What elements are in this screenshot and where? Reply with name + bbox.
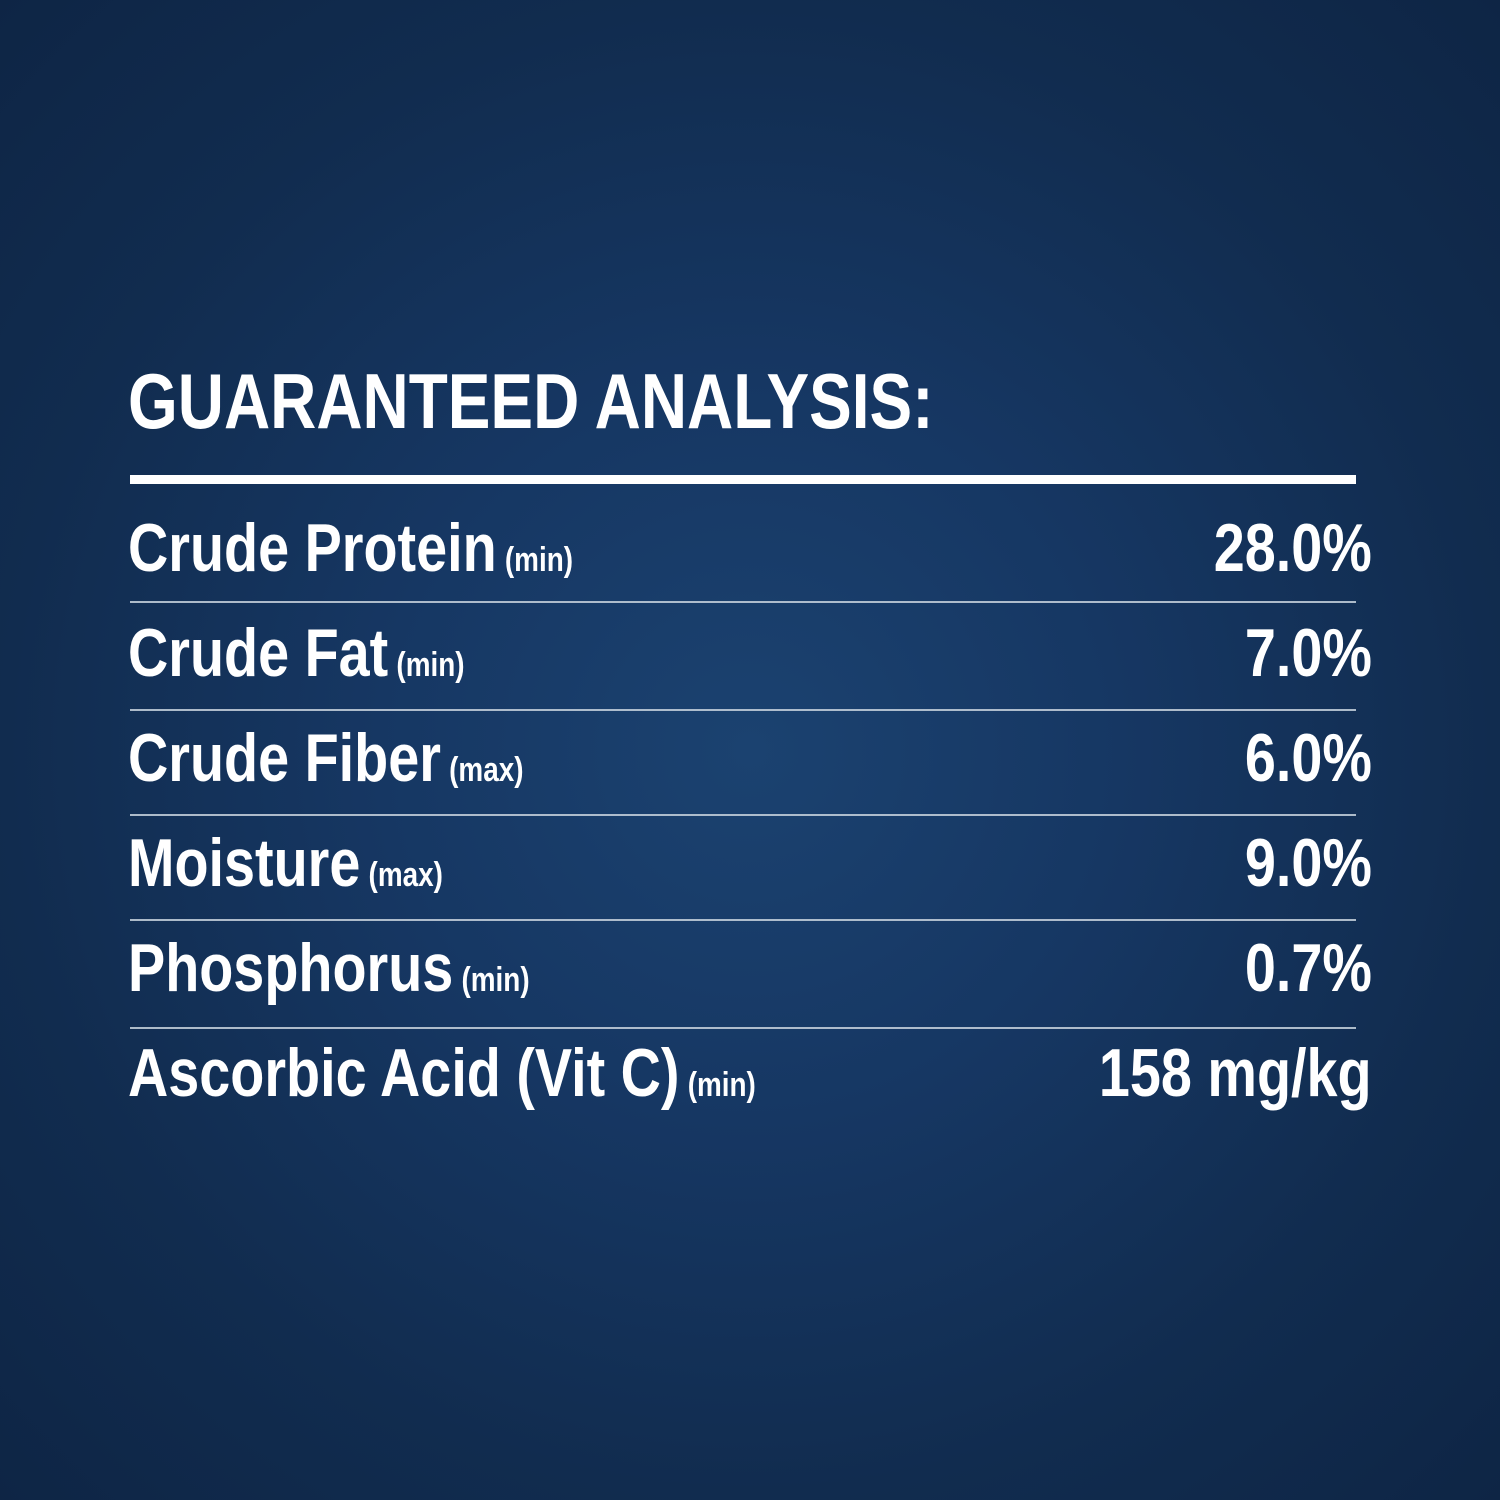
nutrient-qualifier: (min)	[687, 1066, 756, 1104]
nutrient-value: 9.0%	[1244, 825, 1372, 901]
row-divider	[130, 919, 1356, 921]
nutrient-name: Ascorbic Acid (Vit C)	[128, 1035, 680, 1111]
nutrient-name: Moisture	[128, 825, 361, 901]
row-divider	[130, 814, 1356, 816]
nutrient-value: 28.0%	[1213, 510, 1372, 586]
row-divider	[130, 1027, 1356, 1029]
table-row: Crude Fiber (max) 6.0%	[128, 722, 1372, 792]
nutrient-value: 7.0%	[1244, 615, 1372, 691]
title-divider	[130, 475, 1356, 484]
nutrient-qualifier: (max)	[449, 751, 524, 789]
nutrient-value: 158 mg/kg	[1099, 1035, 1372, 1111]
nutrient-qualifier: (min)	[396, 646, 465, 684]
table-row: Crude Protein (min) 28.0%	[128, 512, 1372, 582]
nutrient-qualifier: (min)	[461, 961, 530, 999]
nutrient-name: Crude Fiber	[128, 720, 441, 796]
table-row: Crude Fat (min) 7.0%	[128, 617, 1372, 687]
nutrient-qualifier: (min)	[504, 541, 574, 579]
nutrient-name: Crude Protein	[128, 510, 497, 586]
row-divider	[130, 601, 1356, 603]
nutrient-value: 6.0%	[1244, 720, 1372, 796]
table-row: Ascorbic Acid (Vit C) (min) 158 mg/kg	[128, 1037, 1372, 1107]
nutrient-qualifier: (max)	[368, 856, 443, 894]
nutrient-value: 0.7%	[1244, 930, 1372, 1006]
nutrient-name: Crude Fat	[128, 615, 389, 691]
nutrient-name: Phosphorus	[128, 930, 454, 1006]
page-title: GUARANTEED ANALYSIS:	[128, 357, 934, 445]
table-row: Moisture (max) 9.0%	[128, 827, 1372, 897]
table-row: Phosphorus (min) 0.7%	[128, 932, 1372, 1002]
row-divider	[130, 709, 1356, 711]
